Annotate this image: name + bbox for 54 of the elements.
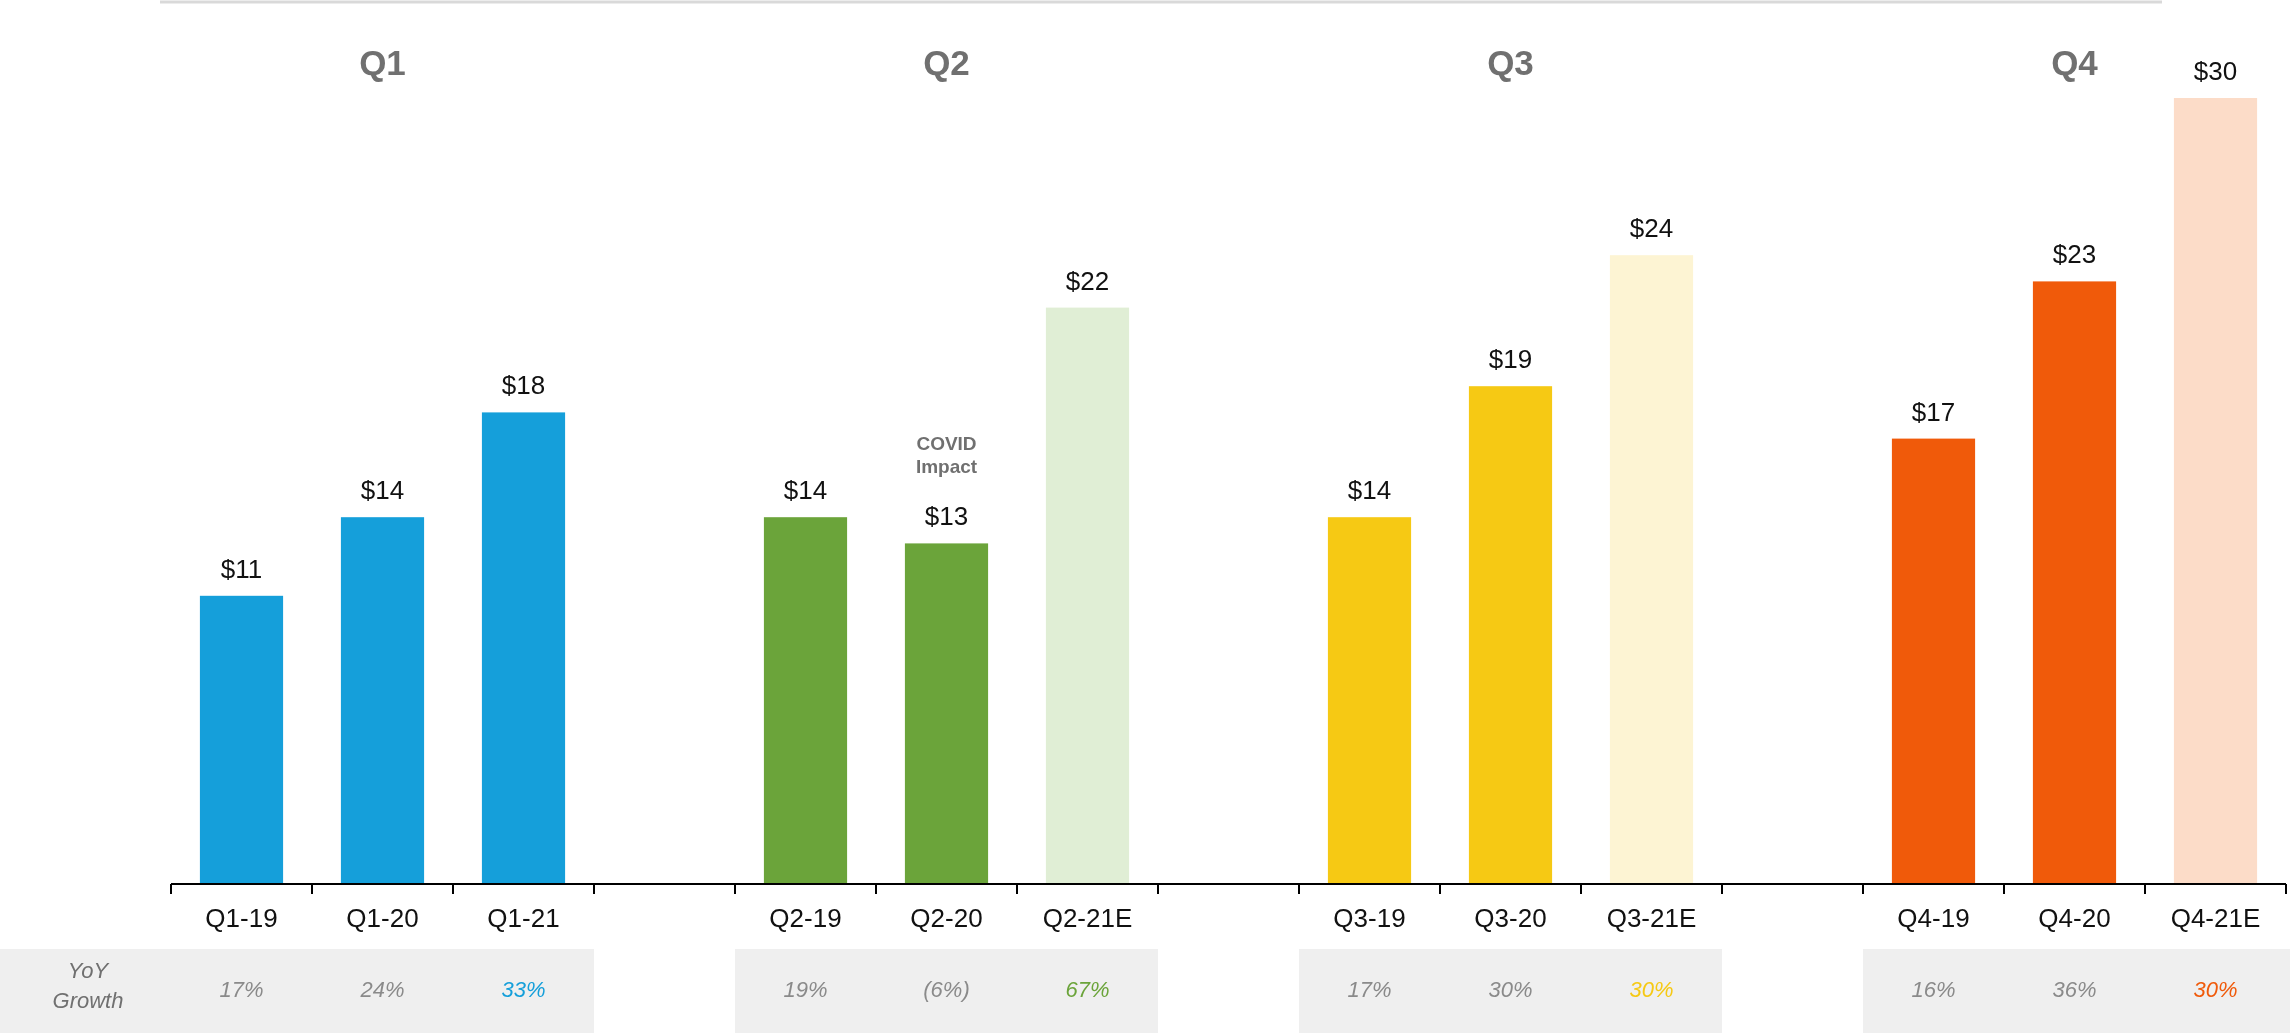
x-tick-label: Q4-21E	[2170, 903, 2261, 933]
bar	[1891, 438, 1976, 884]
text: 17%	[1347, 977, 1392, 1002]
bar	[1327, 517, 1412, 884]
text: Q3	[1487, 43, 1534, 82]
x-tick-label: Q3-19	[1333, 903, 1406, 933]
x-tick-label: Q1-21	[487, 903, 560, 933]
x-tick-label: Q2-19	[769, 903, 842, 933]
x-tick-label: Q2-21E	[1042, 903, 1133, 933]
text: Q1	[359, 43, 406, 82]
bar	[1468, 386, 1553, 884]
bar	[481, 412, 566, 884]
bar	[340, 517, 425, 884]
x-tick-label: Q1-20	[346, 903, 419, 933]
x-tick-label: Q3-21E	[1606, 903, 1697, 933]
x-tick-label: Q1-19	[205, 903, 278, 933]
data-label: $17	[1911, 396, 1956, 427]
text: Q4	[2051, 43, 2099, 82]
x-tick-label: Q4-20	[2038, 903, 2111, 933]
text: 36%	[2052, 977, 2097, 1002]
data-label: $23	[2052, 239, 2097, 270]
x-tick-label: Q4-19	[1897, 903, 1970, 933]
text: 33%	[501, 977, 546, 1002]
annotation: COVID Impact	[915, 433, 978, 478]
text: 30%	[2193, 977, 2238, 1002]
data-label: $14	[783, 475, 828, 506]
text: (6%)	[923, 977, 970, 1002]
data-label: $18	[501, 370, 546, 401]
data-label: $14	[1347, 475, 1392, 506]
text: 30%	[1629, 977, 1674, 1002]
text: 19%	[783, 977, 828, 1002]
text: 30%	[1488, 977, 1533, 1002]
bar	[763, 517, 848, 884]
bar	[1045, 307, 1130, 884]
data-label: $22	[1065, 265, 1110, 296]
text: 17%	[219, 977, 264, 1002]
text: YoY Growth	[52, 958, 124, 1013]
text: Q2	[923, 43, 970, 82]
data-label: $11	[220, 553, 263, 584]
bar	[199, 595, 284, 884]
bar	[904, 543, 989, 884]
text: 24%	[359, 977, 405, 1002]
x-tick-label: Q3-20	[1474, 903, 1547, 933]
text: 67%	[1065, 977, 1110, 1002]
data-label: $24	[1629, 213, 1674, 244]
data-label: $19	[1488, 344, 1533, 375]
data-label: $14	[360, 475, 405, 506]
bar	[2032, 281, 2117, 884]
x-tick-label: Q2-20	[910, 903, 983, 933]
bar	[1609, 255, 1694, 884]
data-label: $13	[924, 501, 969, 532]
data-label: $30	[2193, 56, 2238, 86]
bar	[2173, 98, 2258, 884]
text: 16%	[1911, 977, 1956, 1002]
